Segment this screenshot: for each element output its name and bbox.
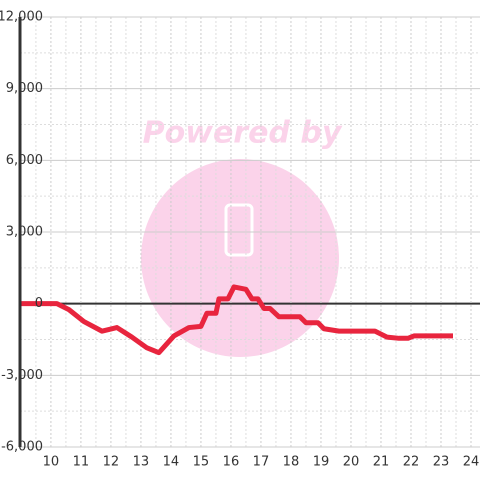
x-tick-label: 24 <box>463 455 480 470</box>
y-tick-label: -6,000 <box>1 440 43 455</box>
y-tick-label: -3,000 <box>1 368 43 383</box>
x-tick-label: 20 <box>343 455 360 470</box>
x-tick-label: 16 <box>223 455 240 470</box>
watermark-logo <box>141 159 339 357</box>
x-tick-label: 14 <box>163 455 180 470</box>
x-tick-label: 18 <box>283 455 300 470</box>
x-tick-label: 12 <box>103 455 120 470</box>
watermark-text: Powered by <box>143 116 343 151</box>
logo-circle <box>141 159 339 357</box>
x-tick-label: 19 <box>313 455 330 470</box>
y-tick-label: 9,000 <box>6 81 43 96</box>
x-tick-label: 17 <box>253 455 270 470</box>
x-tick-label: 22 <box>403 455 420 470</box>
y-tick-label: 0 <box>35 296 43 311</box>
x-tick-label: 13 <box>133 455 150 470</box>
x-tick-label: 23 <box>433 455 450 470</box>
x-tick-label: 15 <box>193 455 210 470</box>
logo-phone <box>224 203 254 257</box>
x-tick-label: 11 <box>73 455 90 470</box>
y-tick-label: 3,000 <box>6 225 43 240</box>
x-tick-label: 21 <box>373 455 390 470</box>
x-tick-label: 10 <box>43 455 60 470</box>
y-tick-label: 6,000 <box>6 153 43 168</box>
data-line <box>20 284 453 356</box>
